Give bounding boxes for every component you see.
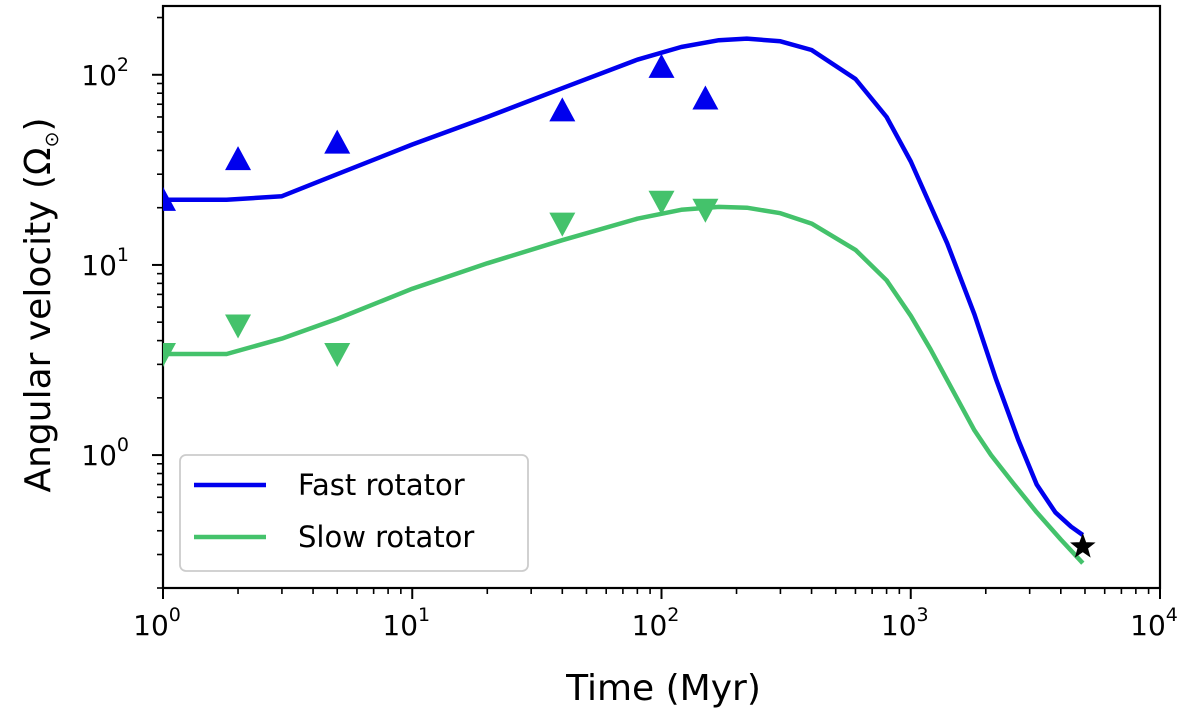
x-tick-label: 102 [632,604,680,642]
y-axis-title-subscript: ⊙ [41,132,63,148]
x-tick-label: 101 [382,604,430,642]
y-tick-label-base: 10 [81,439,117,472]
x-tick-label-exp: 1 [418,604,430,626]
y-tick-label-exp: 0 [117,434,129,456]
x-tick-label: 100 [133,604,181,642]
x-tick-label-base: 10 [1130,609,1166,642]
data-markers [163,53,1096,558]
y-axis-title: Angular velocity (Ω⊙) [18,117,63,492]
legend: Fast rotator Slow rotator [179,454,529,572]
legend-label: Slow rotator [298,520,474,554]
legend-label: Fast rotator [298,468,465,502]
marker-fast-rotator [549,97,576,122]
y-tick-label-exp: 2 [117,54,129,76]
y-tick-label-base: 10 [81,249,117,282]
y-axis-title-main: Angular velocity (Ω [18,147,59,492]
marker-fast-rotator [163,186,176,211]
x-axis-title: Time (Myr) [565,668,761,709]
x-tick-label: 104 [1130,604,1178,642]
marker-fast-rotator [692,85,719,110]
marker-slow-rotator [324,343,351,368]
marker-slow-rotator [163,343,176,368]
series-lines [163,36,1085,565]
x-tick-label-base: 10 [632,609,668,642]
y-tick-label-base: 10 [81,59,117,92]
marker-slow-rotator [225,314,252,339]
marker-fast-rotator [225,146,252,171]
y-tick-label: 102 [81,54,129,92]
marker-slow-rotator [692,198,719,223]
y-tick-label: 101 [81,244,129,282]
x-tick-label-base: 10 [382,609,418,642]
marker-sun [1070,533,1096,558]
x-tick-label-exp: 0 [169,604,181,626]
marker-slow-rotator [549,212,576,237]
series-line-slow-rotator [163,204,1085,565]
marker-slow-rotator [648,190,675,215]
series-line-fast-rotator [163,36,1085,537]
y-axis-title-close: ) [18,117,59,131]
x-tick-label-exp: 3 [917,604,929,626]
marker-fast-rotator [324,129,351,154]
x-tick-label-base: 10 [881,609,917,642]
x-tick-label: 103 [881,604,929,642]
marker-fast-rotator [648,53,675,78]
x-tick-label-exp: 2 [667,604,679,626]
x-tick-label-exp: 4 [1166,604,1178,626]
y-tick-label-exp: 1 [117,244,129,266]
y-tick-label: 100 [81,434,129,472]
legend-box [179,454,529,572]
x-tick-label-base: 10 [133,609,169,642]
